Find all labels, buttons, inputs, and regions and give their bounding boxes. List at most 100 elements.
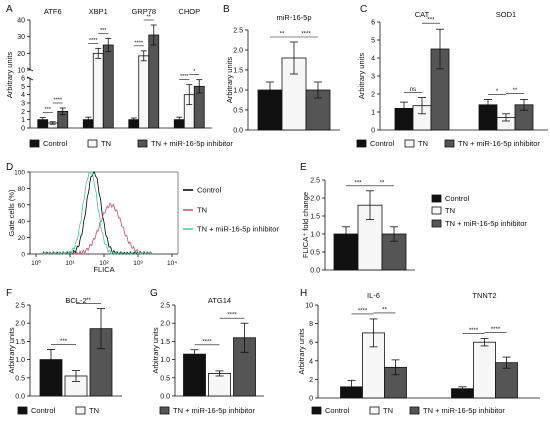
- chart-title: BCL-2: [65, 296, 86, 305]
- y-tick-label: 10: [305, 303, 313, 310]
- legend-label: TN: [445, 206, 455, 215]
- y-tick-label: 1.0: [15, 357, 25, 364]
- axis-break-mark: [26, 76, 34, 81]
- significance-label: **: [280, 32, 285, 38]
- y-tick-label: 4: [309, 358, 313, 365]
- y-tick-label: 2.5: [310, 178, 320, 185]
- y-tick-label: 1.0: [160, 357, 170, 364]
- y-tick-label: 60: [18, 202, 26, 209]
- bar: [102, 44, 114, 129]
- significance-label: ****: [202, 339, 212, 345]
- panel-label-H: H: [300, 288, 307, 299]
- significance-label: ****: [180, 74, 189, 80]
- x-tick-label: 10³: [133, 260, 143, 267]
- y-tick-label: 0.0: [233, 128, 243, 135]
- significance-label: **: [513, 88, 518, 94]
- y-tick-label: 0: [309, 396, 313, 403]
- y-tick-label: 5: [21, 84, 25, 91]
- legend-swatch: [17, 406, 28, 415]
- significance-label: **: [380, 180, 385, 186]
- y-tick-label: 4: [21, 92, 25, 99]
- panel-label-D: D: [6, 162, 13, 173]
- significance-label: ***: [354, 180, 362, 186]
- legend-swatch: [29, 139, 40, 148]
- bar: [473, 341, 496, 399]
- significance-label: ***: [100, 28, 107, 34]
- significance-label: **: [382, 307, 387, 313]
- y-tick-label: 20: [17, 51, 25, 58]
- bar: [92, 52, 104, 129]
- legend-swatch: [75, 406, 86, 415]
- significance-label: ****: [134, 40, 143, 46]
- legend-swatch: [431, 194, 442, 203]
- y-axis-label: Arbitrary units: [7, 327, 16, 374]
- x-tick-label: 10²: [99, 260, 109, 267]
- legend-swatch: [356, 139, 367, 148]
- y-tick-label: 1.5: [15, 339, 25, 346]
- y-tick-label: 40: [17, 18, 25, 25]
- y-tick-label: 6: [309, 340, 313, 347]
- legend-label: TN: [101, 139, 111, 148]
- y-tick-label: 2.5: [15, 303, 25, 310]
- y-axis-label: Arbitrary units: [297, 328, 306, 375]
- legend-label: TN + miR-16-5p inhibitor: [445, 219, 527, 228]
- legend-swatch: [159, 406, 170, 415]
- y-tick-label: 0: [371, 128, 375, 135]
- y-tick-label: 2: [371, 92, 375, 99]
- category-label: CHOP: [178, 7, 200, 16]
- histogram-series-line: [42, 171, 152, 255]
- y-axis-label: Arbitrary units: [5, 52, 14, 99]
- significance-label: ***: [45, 107, 52, 113]
- y-axis-label: Arbitrary units: [151, 327, 160, 374]
- significance-label: ***: [60, 339, 68, 345]
- legend-label: TN + miR-16-5p inhibitor: [151, 139, 233, 148]
- y-tick-label: 2.5: [160, 303, 170, 310]
- legend-swatch: [409, 406, 420, 415]
- legend-label: TN + miR-16-5p inhibitor: [197, 225, 279, 234]
- y-tick-label: 1.0: [233, 88, 243, 95]
- category-label: TNNT2: [472, 291, 496, 300]
- y-tick-label: 0.0: [160, 394, 170, 401]
- y-tick-label: 40: [18, 219, 26, 226]
- panel-label-E: E: [300, 162, 307, 173]
- legend-swatch: [444, 139, 455, 148]
- chart-title: miR-16-5p: [276, 13, 311, 22]
- significance-label: ****: [358, 308, 368, 314]
- y-tick-label: 0.5: [160, 375, 170, 382]
- bar: [183, 353, 206, 397]
- legend-swatch: [369, 406, 380, 415]
- y-tick-label: 1.5: [233, 68, 243, 75]
- y-tick-label: 1.5: [310, 214, 320, 221]
- significance-label: **: [147, 15, 152, 21]
- legend-label: TN + miR-16-5p inhibitor: [458, 139, 540, 148]
- category-label: IL-6: [367, 291, 380, 300]
- y-axis-label: Gate cells (%): [7, 189, 16, 237]
- bar: [138, 55, 150, 129]
- x-tick-label: 10¹: [65, 260, 75, 267]
- y-tick-label: 30: [17, 34, 25, 41]
- histogram-series-line: [42, 202, 152, 255]
- y-axis-label: Arbitrary units: [357, 53, 366, 100]
- legend-label: TN: [418, 139, 428, 148]
- y-tick-label: 6: [371, 20, 375, 27]
- legend-swatch: [311, 406, 322, 415]
- y-tick-label: 0: [21, 126, 25, 133]
- legend-swatch: [431, 219, 442, 228]
- y-tick-label: 5: [371, 38, 375, 45]
- significance-label: ****: [53, 98, 62, 104]
- significance-label: ****: [469, 328, 479, 334]
- y-tick-label: 4: [371, 56, 375, 63]
- legend-label: Control: [43, 139, 68, 148]
- y-tick-label: 1: [371, 110, 375, 117]
- y-tick-label: 2.0: [15, 321, 25, 328]
- legend-label: TN: [197, 206, 207, 215]
- y-tick-label: 2.5: [233, 28, 243, 35]
- category-label: SOD1: [496, 10, 516, 19]
- significance-label: ****: [491, 327, 501, 333]
- y-tick-label: 0.5: [15, 375, 25, 382]
- y-tick-label: 2.0: [310, 196, 320, 203]
- panel-label-G: G: [150, 288, 158, 299]
- significance-label: ns: [410, 87, 416, 93]
- y-tick-label: 0: [21, 252, 25, 259]
- significance-label: ****: [227, 313, 237, 319]
